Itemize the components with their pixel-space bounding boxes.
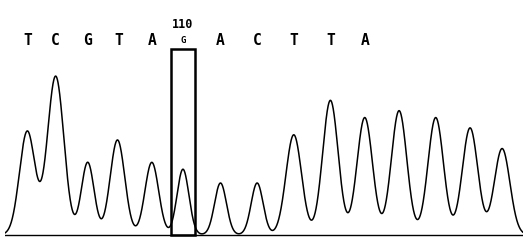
Text: T: T bbox=[115, 32, 123, 48]
Text: A: A bbox=[147, 32, 156, 48]
Text: G: G bbox=[83, 32, 92, 48]
Text: T: T bbox=[326, 32, 335, 48]
Bar bbox=[171, 49, 195, 235]
Text: G: G bbox=[180, 36, 186, 45]
Text: T: T bbox=[23, 32, 32, 48]
Text: C: C bbox=[51, 32, 60, 48]
Text: 110: 110 bbox=[172, 18, 194, 31]
Text: A: A bbox=[361, 32, 369, 48]
Text: T: T bbox=[289, 32, 298, 48]
Text: A: A bbox=[216, 32, 225, 48]
Text: C: C bbox=[253, 32, 261, 48]
